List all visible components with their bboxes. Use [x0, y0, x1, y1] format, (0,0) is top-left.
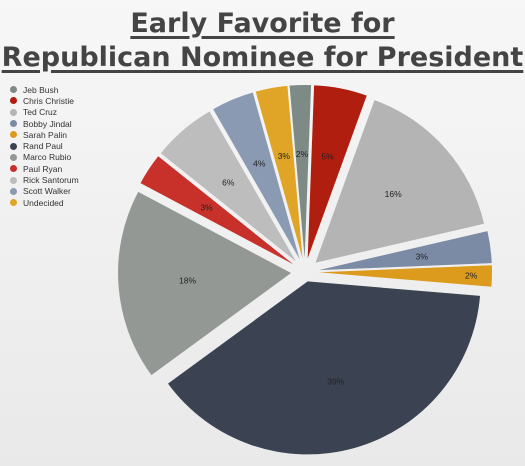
legend-item: Rand Paul — [10, 140, 79, 151]
legend-label: Rand Paul — [23, 141, 63, 152]
slice-data-label: 18% — [179, 275, 196, 285]
slice-data-label: 5% — [321, 151, 334, 161]
legend-swatch — [10, 199, 17, 207]
legend-label: Scott Walker — [23, 186, 71, 197]
legend-item: Jeb Bush — [10, 84, 79, 95]
pie-slice — [318, 231, 492, 271]
legend-swatch — [10, 176, 17, 184]
pie-slice — [168, 281, 481, 455]
legend-swatch — [10, 142, 17, 150]
legend-item: Bobby Jindal — [10, 118, 79, 129]
legend-swatch — [10, 86, 17, 94]
pie-slice — [315, 100, 485, 263]
legend-label: Jeb Bush — [23, 84, 59, 95]
slice-data-label: 39% — [327, 376, 344, 386]
legend-item: Ted Cruz — [10, 107, 79, 118]
pie-slice — [213, 92, 300, 260]
legend-label: Ted Cruz — [23, 107, 58, 118]
legend-label: Bobby Jindal — [23, 118, 72, 129]
legend-swatch — [10, 131, 17, 139]
legend-label: Rick Santorum — [23, 175, 79, 186]
chart-legend: Jeb Bush Chris Christie Ted Cruz Bobby Jind… — [10, 84, 79, 208]
pie-slice — [160, 111, 296, 262]
slice-data-label: 4% — [253, 158, 266, 168]
legend-swatch — [10, 165, 17, 173]
chart-title-line-1: Early Favorite for — [130, 8, 395, 39]
legend-label: Marco Rubio — [23, 152, 72, 163]
pie-slice — [118, 191, 292, 376]
pie-slice — [318, 265, 492, 287]
chart-title-line-2: Republican Nominee for President — [1, 42, 524, 73]
pie-slice — [307, 85, 367, 259]
legend-item: Sarah Palin — [10, 129, 79, 140]
legend-swatch — [10, 120, 17, 128]
slice-data-label: 3% — [278, 151, 291, 161]
pie-slice — [255, 85, 303, 259]
slice-data-label: 16% — [385, 189, 402, 199]
slice-data-label: 3% — [416, 251, 429, 261]
slice-data-label: 2% — [296, 149, 309, 159]
legend-swatch — [10, 97, 17, 105]
pie-slice — [140, 156, 294, 265]
legend-swatch — [10, 153, 17, 161]
pie-slice — [289, 85, 312, 259]
slice-data-label: 3% — [200, 202, 213, 212]
slice-data-label: 2% — [465, 271, 478, 281]
slice-data-label: 6% — [222, 178, 235, 188]
legend-label: Sarah Palin — [23, 129, 67, 140]
legend-item: Undecided — [10, 197, 79, 208]
legend-swatch — [10, 108, 17, 116]
legend-label: Paul Ryan — [23, 163, 63, 174]
legend-label: Undecided — [23, 197, 64, 208]
legend-item: Paul Ryan — [10, 163, 79, 174]
legend-item: Chris Christie — [10, 95, 79, 106]
legend-item: Marco Rubio — [10, 152, 79, 163]
legend-label: Chris Christie — [23, 95, 75, 106]
legend-item: Rick Santorum — [10, 174, 79, 185]
legend-swatch — [10, 187, 17, 195]
legend-item: Scott Walker — [10, 186, 79, 197]
